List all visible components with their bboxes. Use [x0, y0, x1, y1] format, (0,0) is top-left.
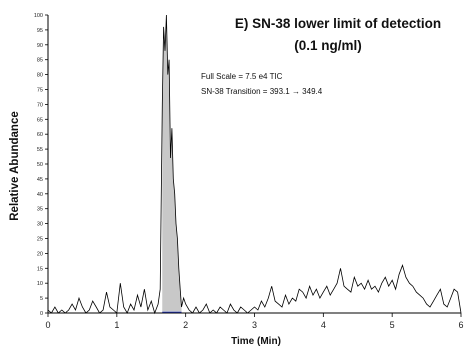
y-tick-label: 35 [37, 207, 43, 213]
y-axis-label: Relative Abundance [9, 111, 21, 221]
x-axis-label: Time (Min) [231, 336, 281, 347]
peak-shaded-area [162, 15, 182, 313]
chart-title: E) SN-38 lower limit of detection [235, 16, 441, 31]
y-tick-label: 60 [37, 132, 43, 138]
y-tick-label: 100 [34, 13, 43, 19]
y-tick-label: 45 [37, 177, 43, 183]
y-tick-label: 40 [37, 192, 43, 198]
y-tick-label: 70 [37, 102, 43, 108]
y-tick-label: 20 [37, 251, 43, 257]
x-tick-label: 6 [458, 320, 463, 330]
y-tick-label: 95 [37, 28, 43, 34]
y-tick-label: 85 [37, 58, 43, 64]
x-tick-label: 3 [252, 320, 257, 330]
axes-layer: 0510152025303540455055606570758085909510… [34, 13, 464, 330]
y-tick-label: 55 [37, 147, 43, 153]
x-tick-label: 4 [321, 320, 326, 330]
y-tick-label: 10 [37, 281, 43, 287]
text-layer: E) SN-38 lower limit of detection (0.1 n… [9, 16, 441, 347]
x-tick-label: 5 [390, 320, 395, 330]
y-tick-label: 50 [37, 162, 43, 168]
y-tick-label: 30 [37, 222, 43, 228]
y-tick-label: 65 [37, 117, 43, 123]
y-tick-label: 5 [40, 296, 43, 302]
plot-layer [47, 14, 462, 315]
x-tick-label: 0 [45, 320, 50, 330]
chromatogram-trace [47, 14, 462, 315]
transition-annotation: SN-38 Transition = 393.1 → 349.4 [201, 87, 323, 96]
x-tick-label: 1 [114, 320, 119, 330]
y-tick-label: 75 [37, 88, 43, 94]
y-tick-label: 25 [37, 237, 43, 243]
chart-subtitle: (0.1 ng/ml) [294, 38, 362, 53]
full-scale-annotation: Full Scale = 7.5 e4 TIC [201, 72, 283, 81]
y-tick-label: 0 [40, 311, 43, 317]
y-tick-label: 90 [37, 43, 43, 49]
x-tick-label: 2 [183, 320, 188, 330]
y-tick-label: 15 [37, 266, 43, 272]
y-tick-label: 80 [37, 73, 43, 79]
